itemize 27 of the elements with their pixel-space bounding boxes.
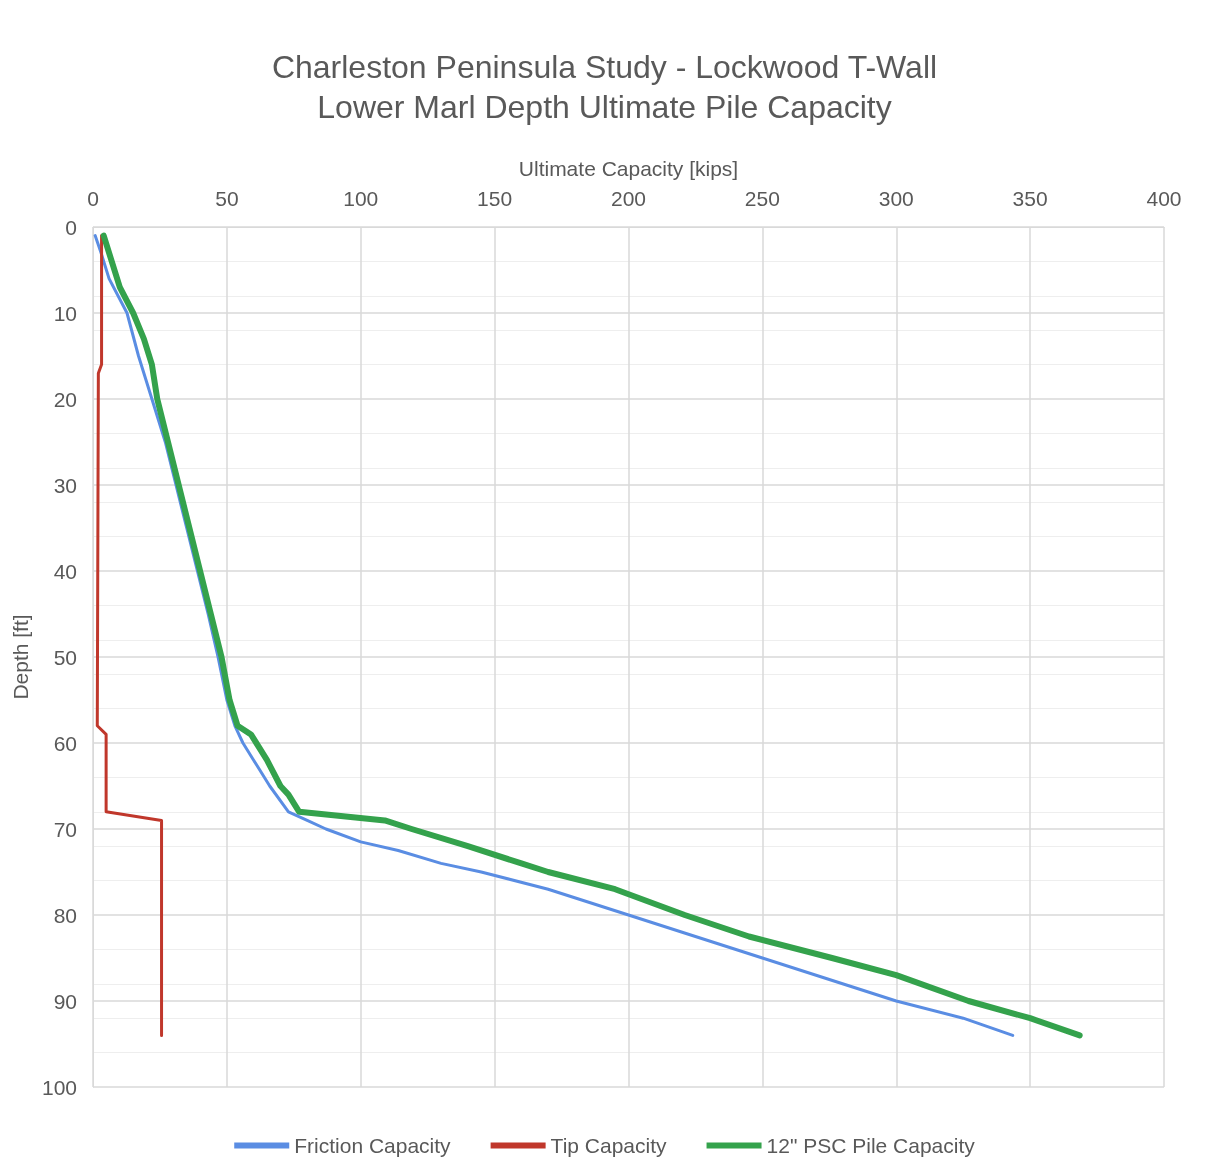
- x-axis-title: Ultimate Capacity [kips]: [518, 157, 739, 180]
- chart-title: Charleston Peninsula Study - Lockwood T-Wall Lower Marl Depth Ultimate Pile Capacity: [271, 49, 938, 125]
- y-tick-label: 50: [53, 645, 77, 669]
- x-tick-label: 200: [610, 187, 647, 210]
- y-tick-label: 100: [41, 1075, 77, 1099]
- legend-label: Friction Capacity: [294, 1134, 452, 1157]
- x-tick-label: 100: [343, 187, 379, 210]
- y-tick-label: 10: [53, 301, 77, 325]
- x-tick-label: 300: [878, 187, 914, 210]
- x-tick-label: 250: [744, 187, 780, 210]
- y-tick-label: 20: [53, 387, 77, 411]
- y-tick-label: 0: [65, 215, 77, 239]
- y-tick-label: 60: [53, 731, 77, 755]
- x-tick-label: 50: [215, 187, 239, 210]
- legend-label: Tip Capacity: [550, 1134, 668, 1157]
- line-series: [95, 234, 164, 1037]
- y-axis-title: Depth [ft]: [9, 614, 33, 700]
- x-tick-label: 400: [1146, 187, 1182, 210]
- x-tick-label: 350: [1012, 187, 1048, 210]
- y-tick-label: 70: [53, 817, 77, 841]
- y-tick-label: 40: [53, 559, 77, 583]
- y-tick-label: 30: [53, 473, 77, 497]
- x-tick-label: 150: [477, 187, 513, 210]
- y-tick-label: 80: [53, 903, 77, 927]
- y-tick-label: 90: [53, 989, 77, 1013]
- x-tick-label: 0: [87, 187, 99, 210]
- legend-label: 12" PSC Pile Capacity: [766, 1134, 976, 1157]
